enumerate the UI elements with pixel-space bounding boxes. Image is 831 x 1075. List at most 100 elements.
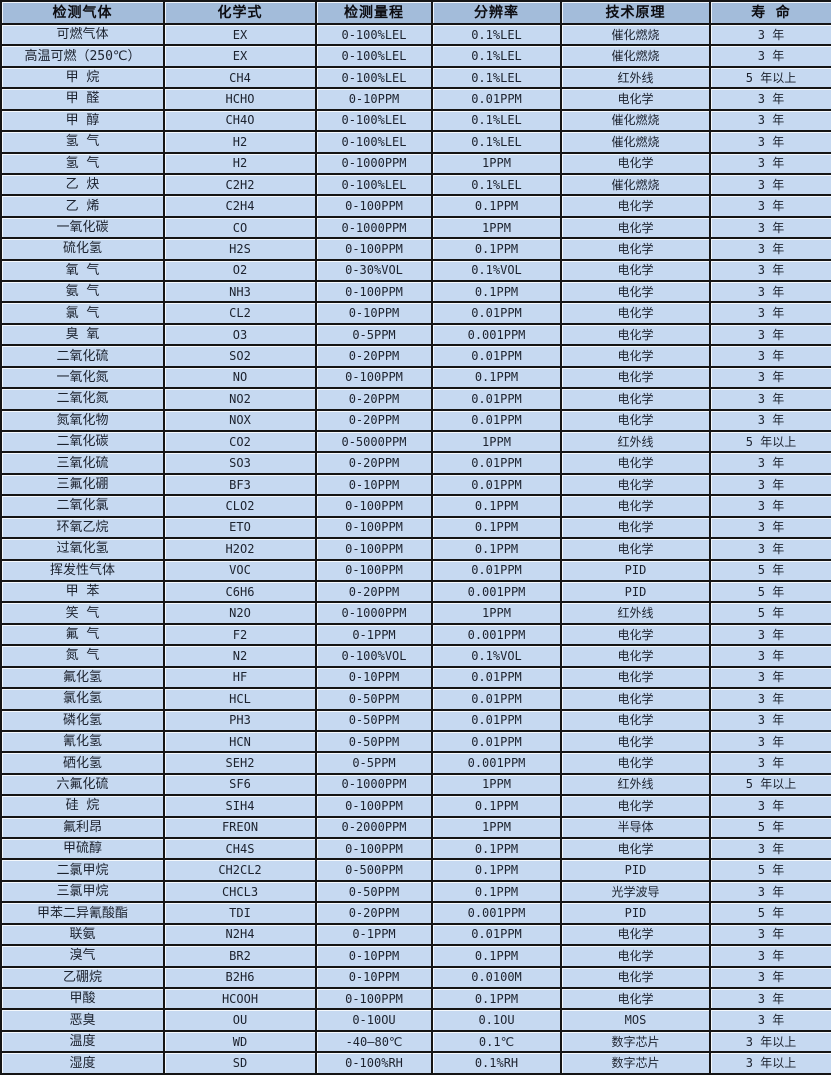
- cell-formula: ETO: [165, 517, 317, 540]
- cell-gas-name: 一氧化碳: [2, 217, 165, 240]
- cell-gas-name: 甲 苯: [2, 581, 165, 604]
- table-row: 溴气 BR2 0-10PPM 0.1PPM 电化学 3 年: [2, 946, 831, 968]
- cell-gas-name: 硫化氢: [2, 239, 165, 261]
- cell-gas-name: 氨 气: [2, 282, 165, 304]
- cell-range: -40—80℃: [317, 1031, 433, 1054]
- header-resolution: 分辨率: [433, 2, 562, 25]
- cell-range: 0-50PPM: [317, 710, 433, 732]
- cell-range: 0-20PPM: [317, 346, 433, 368]
- cell-formula: C2H4: [165, 196, 317, 218]
- cell-formula: TDI: [165, 903, 317, 925]
- cell-formula: CHCL3: [165, 881, 317, 904]
- cell-lifespan: 5 年: [711, 860, 831, 882]
- cell-lifespan: 3 年: [711, 753, 831, 775]
- cell-range: 0-100%LEL: [317, 110, 433, 133]
- cell-range: 0-20PPM: [317, 410, 433, 433]
- cell-lifespan: 3 年: [711, 367, 831, 390]
- cell-lifespan: 3 年: [711, 624, 831, 647]
- cell-lifespan: 3 年: [711, 282, 831, 304]
- cell-principle: 催化燃烧: [562, 174, 711, 197]
- cell-lifespan: 5 年: [711, 603, 831, 625]
- cell-lifespan: 3 年: [711, 839, 831, 861]
- cell-range: 0-100PPM: [317, 988, 433, 1011]
- cell-range: 0-100PPM: [317, 239, 433, 261]
- cell-formula: HCHO: [165, 89, 317, 111]
- cell-principle: 电化学: [562, 217, 711, 240]
- cell-principle: 电化学: [562, 517, 711, 540]
- cell-range: 0-5PPM: [317, 324, 433, 347]
- cell-lifespan: 3 年: [711, 25, 831, 47]
- cell-resolution: 0.001PPM: [433, 324, 562, 347]
- cell-formula: HF: [165, 667, 317, 690]
- cell-range: 0-100%RH: [317, 1053, 433, 1075]
- cell-gas-name: 三氟化硼: [2, 474, 165, 497]
- cell-lifespan: 3 年: [711, 1010, 831, 1032]
- cell-principle: PID: [562, 903, 711, 925]
- cell-gas-name: 磷化氢: [2, 710, 165, 732]
- cell-gas-name: 挥发性气体: [2, 560, 165, 582]
- cell-resolution: 1PPM: [433, 217, 562, 240]
- cell-gas-name: 二氧化氯: [2, 496, 165, 518]
- cell-gas-name: 氮氧化物: [2, 410, 165, 433]
- cell-principle: 电化学: [562, 410, 711, 433]
- cell-range: 0-100%LEL: [317, 174, 433, 197]
- cell-lifespan: 5 年以上: [711, 432, 831, 454]
- cell-range: 0-10PPM: [317, 474, 433, 497]
- cell-resolution: 0.1%LEL: [433, 132, 562, 154]
- cell-formula: OU: [165, 1010, 317, 1032]
- cell-resolution: 0.01PPM: [433, 453, 562, 475]
- cell-formula: CH4S: [165, 839, 317, 861]
- cell-lifespan: 3 年: [711, 967, 831, 989]
- cell-range: 0-500PPM: [317, 860, 433, 882]
- cell-resolution: 0.1PPM: [433, 860, 562, 882]
- cell-lifespan: 3 年: [711, 260, 831, 283]
- cell-resolution: 0.1PPM: [433, 796, 562, 818]
- cell-formula: CH2CL2: [165, 860, 317, 882]
- cell-range: 0-50PPM: [317, 731, 433, 754]
- cell-resolution: 0.1PPM: [433, 282, 562, 304]
- cell-gas-name: 二氧化碳: [2, 432, 165, 454]
- table-row: 可燃气体 EX 0-100%LEL 0.1%LEL 催化燃烧 3 年: [2, 25, 831, 47]
- cell-formula: VOC: [165, 560, 317, 582]
- cell-formula: BR2: [165, 946, 317, 968]
- cell-formula: CO: [165, 217, 317, 240]
- cell-gas-name: 二氯甲烷: [2, 860, 165, 882]
- cell-gas-name: 笑 气: [2, 603, 165, 625]
- cell-range: 0-100%LEL: [317, 25, 433, 47]
- cell-principle: 电化学: [562, 303, 711, 325]
- cell-formula: N2O: [165, 603, 317, 625]
- cell-resolution: 0.01PPM: [433, 731, 562, 754]
- table-row: 磷化氢 PH3 0-50PPM 0.01PPM 电化学 3 年: [2, 710, 831, 732]
- cell-range: 0-100PPM: [317, 367, 433, 390]
- table-row: 二氧化碳 CO2 0-5000PPM 1PPM 红外线 5 年以上: [2, 432, 831, 454]
- cell-principle: 电化学: [562, 282, 711, 304]
- cell-principle: 光学波导: [562, 881, 711, 904]
- cell-principle: 电化学: [562, 196, 711, 218]
- cell-resolution: 1PPM: [433, 817, 562, 840]
- cell-resolution: 0.01PPM: [433, 474, 562, 497]
- cell-gas-name: 氰化氢: [2, 731, 165, 754]
- cell-formula: SO3: [165, 453, 317, 475]
- cell-principle: 电化学: [562, 496, 711, 518]
- cell-resolution: 0.1%VOL: [433, 646, 562, 668]
- cell-range: 0-1PPM: [317, 624, 433, 647]
- cell-principle: 催化燃烧: [562, 46, 711, 68]
- table-row: 甲 苯 C6H6 0-20PPM 0.001PPM PID 5 年: [2, 581, 831, 604]
- cell-principle: 数字芯片: [562, 1053, 711, 1075]
- cell-principle: 电化学: [562, 239, 711, 261]
- cell-gas-name: 氯 气: [2, 303, 165, 325]
- cell-range: 0-10PPM: [317, 303, 433, 325]
- table-row: 恶臭 OU 0-10OU 0.1OU MOS 3 年: [2, 1010, 831, 1032]
- cell-range: 0-50PPM: [317, 881, 433, 904]
- table-row: 湿度 SD 0-100%RH 0.1%RH 数字芯片 3 年以上: [2, 1053, 831, 1075]
- cell-lifespan: 3 年: [711, 89, 831, 111]
- table-row: 挥发性气体 VOC 0-100PPM 0.01PPM PID 5 年: [2, 560, 831, 582]
- cell-resolution: 0.01PPM: [433, 346, 562, 368]
- cell-lifespan: 3 年: [711, 539, 831, 561]
- cell-principle: PID: [562, 581, 711, 604]
- cell-lifespan: 3 年: [711, 346, 831, 368]
- cell-resolution: 0.1PPM: [433, 196, 562, 218]
- cell-resolution: 0.01PPM: [433, 924, 562, 947]
- cell-resolution: 0.0100M: [433, 967, 562, 989]
- cell-principle: 电化学: [562, 89, 711, 111]
